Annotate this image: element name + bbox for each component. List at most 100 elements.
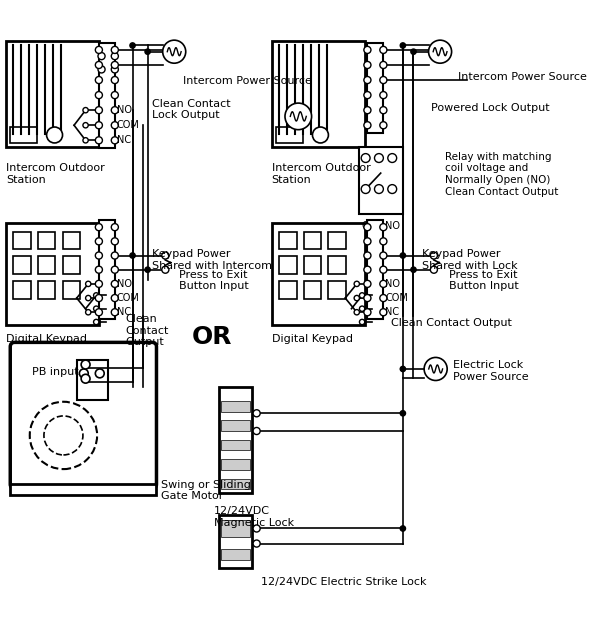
Circle shape bbox=[411, 267, 416, 272]
Text: Keypad Power
Shared with Lock: Keypad Power Shared with Lock bbox=[423, 249, 518, 271]
Circle shape bbox=[253, 540, 260, 547]
Circle shape bbox=[364, 294, 371, 301]
Circle shape bbox=[95, 294, 103, 301]
Bar bbox=[221, 401, 250, 412]
Circle shape bbox=[111, 76, 119, 84]
Circle shape bbox=[86, 295, 91, 301]
Circle shape bbox=[83, 107, 88, 113]
Circle shape bbox=[400, 410, 405, 416]
Circle shape bbox=[364, 107, 371, 113]
Bar bbox=[10, 484, 157, 495]
Circle shape bbox=[94, 306, 99, 311]
Circle shape bbox=[380, 294, 387, 301]
Bar bbox=[13, 257, 30, 274]
Circle shape bbox=[364, 309, 371, 316]
Text: NC: NC bbox=[385, 308, 399, 317]
Bar bbox=[10, 127, 37, 143]
Circle shape bbox=[285, 103, 312, 130]
Bar bbox=[221, 520, 250, 538]
Circle shape bbox=[111, 107, 119, 113]
Text: COM: COM bbox=[385, 293, 408, 303]
Circle shape bbox=[364, 76, 371, 84]
Text: COM: COM bbox=[117, 293, 139, 303]
Circle shape bbox=[430, 252, 437, 259]
Circle shape bbox=[380, 309, 387, 316]
Circle shape bbox=[163, 40, 186, 63]
Circle shape bbox=[364, 92, 371, 99]
Text: PB input: PB input bbox=[32, 366, 79, 376]
Circle shape bbox=[145, 267, 150, 272]
Bar bbox=[221, 549, 250, 559]
Circle shape bbox=[400, 43, 405, 48]
Text: Intercom Outdoor
Station: Intercom Outdoor Station bbox=[6, 163, 104, 185]
Circle shape bbox=[95, 76, 103, 84]
Bar bbox=[77, 360, 108, 400]
Circle shape bbox=[364, 280, 371, 288]
Bar bbox=[328, 281, 346, 299]
Text: Intercom Outdoor
Station: Intercom Outdoor Station bbox=[272, 163, 371, 185]
Bar bbox=[219, 515, 252, 569]
Text: Press to Exit
Button Input: Press to Exit Button Input bbox=[179, 270, 249, 291]
Text: 12/24VDC Electric Strike Lock: 12/24VDC Electric Strike Lock bbox=[261, 577, 427, 587]
Text: NC: NC bbox=[117, 308, 131, 317]
Text: Electric Lock
Power Source: Electric Lock Power Source bbox=[454, 360, 529, 382]
Bar bbox=[221, 459, 250, 470]
Circle shape bbox=[86, 281, 91, 286]
Bar bbox=[367, 220, 383, 319]
Text: NC: NC bbox=[117, 135, 131, 145]
Circle shape bbox=[380, 224, 387, 231]
Circle shape bbox=[94, 319, 99, 325]
Bar bbox=[359, 148, 403, 214]
Circle shape bbox=[380, 266, 387, 273]
Circle shape bbox=[95, 224, 103, 231]
Circle shape bbox=[380, 107, 387, 113]
Circle shape bbox=[359, 306, 365, 311]
Bar bbox=[38, 281, 55, 299]
Circle shape bbox=[380, 252, 387, 259]
Bar bbox=[13, 281, 30, 299]
Circle shape bbox=[380, 46, 387, 53]
Circle shape bbox=[354, 309, 359, 315]
Bar bbox=[38, 257, 55, 274]
Circle shape bbox=[83, 123, 88, 128]
Circle shape bbox=[380, 61, 387, 69]
Text: Powered Lock Output: Powered Lock Output bbox=[432, 103, 550, 113]
Circle shape bbox=[374, 154, 383, 162]
Circle shape bbox=[95, 252, 103, 259]
Text: Swing or Sliding
Gate Motor: Swing or Sliding Gate Motor bbox=[161, 480, 251, 502]
Circle shape bbox=[111, 238, 119, 245]
Circle shape bbox=[95, 46, 103, 53]
Text: NO: NO bbox=[385, 279, 400, 289]
Text: Intercom Power Source: Intercom Power Source bbox=[183, 76, 312, 87]
Circle shape bbox=[111, 61, 119, 69]
Circle shape bbox=[400, 526, 405, 531]
Circle shape bbox=[95, 369, 104, 378]
Circle shape bbox=[111, 66, 119, 73]
Circle shape bbox=[361, 154, 370, 162]
Bar bbox=[221, 479, 250, 490]
Bar bbox=[13, 232, 30, 249]
Circle shape bbox=[81, 374, 90, 383]
Text: Clean Contact Output: Clean Contact Output bbox=[392, 319, 512, 329]
Circle shape bbox=[388, 185, 397, 193]
Circle shape bbox=[354, 295, 359, 301]
Bar bbox=[276, 127, 303, 143]
Text: Press to Exit
Button Input: Press to Exit Button Input bbox=[449, 270, 519, 291]
Circle shape bbox=[111, 309, 119, 316]
Circle shape bbox=[111, 46, 119, 53]
Text: Intercom Power Source: Intercom Power Source bbox=[458, 72, 586, 82]
Circle shape bbox=[400, 253, 405, 258]
Text: OR: OR bbox=[192, 325, 232, 348]
Circle shape bbox=[111, 280, 119, 288]
Circle shape bbox=[380, 92, 387, 99]
Circle shape bbox=[111, 224, 119, 231]
Circle shape bbox=[374, 185, 383, 193]
Circle shape bbox=[162, 266, 169, 273]
Circle shape bbox=[380, 238, 387, 245]
Bar bbox=[303, 257, 321, 274]
Circle shape bbox=[380, 122, 387, 129]
Bar bbox=[99, 220, 115, 319]
Bar bbox=[221, 440, 250, 451]
Circle shape bbox=[130, 253, 135, 258]
Text: Clean Contact
Lock Output: Clean Contact Lock Output bbox=[152, 99, 231, 120]
